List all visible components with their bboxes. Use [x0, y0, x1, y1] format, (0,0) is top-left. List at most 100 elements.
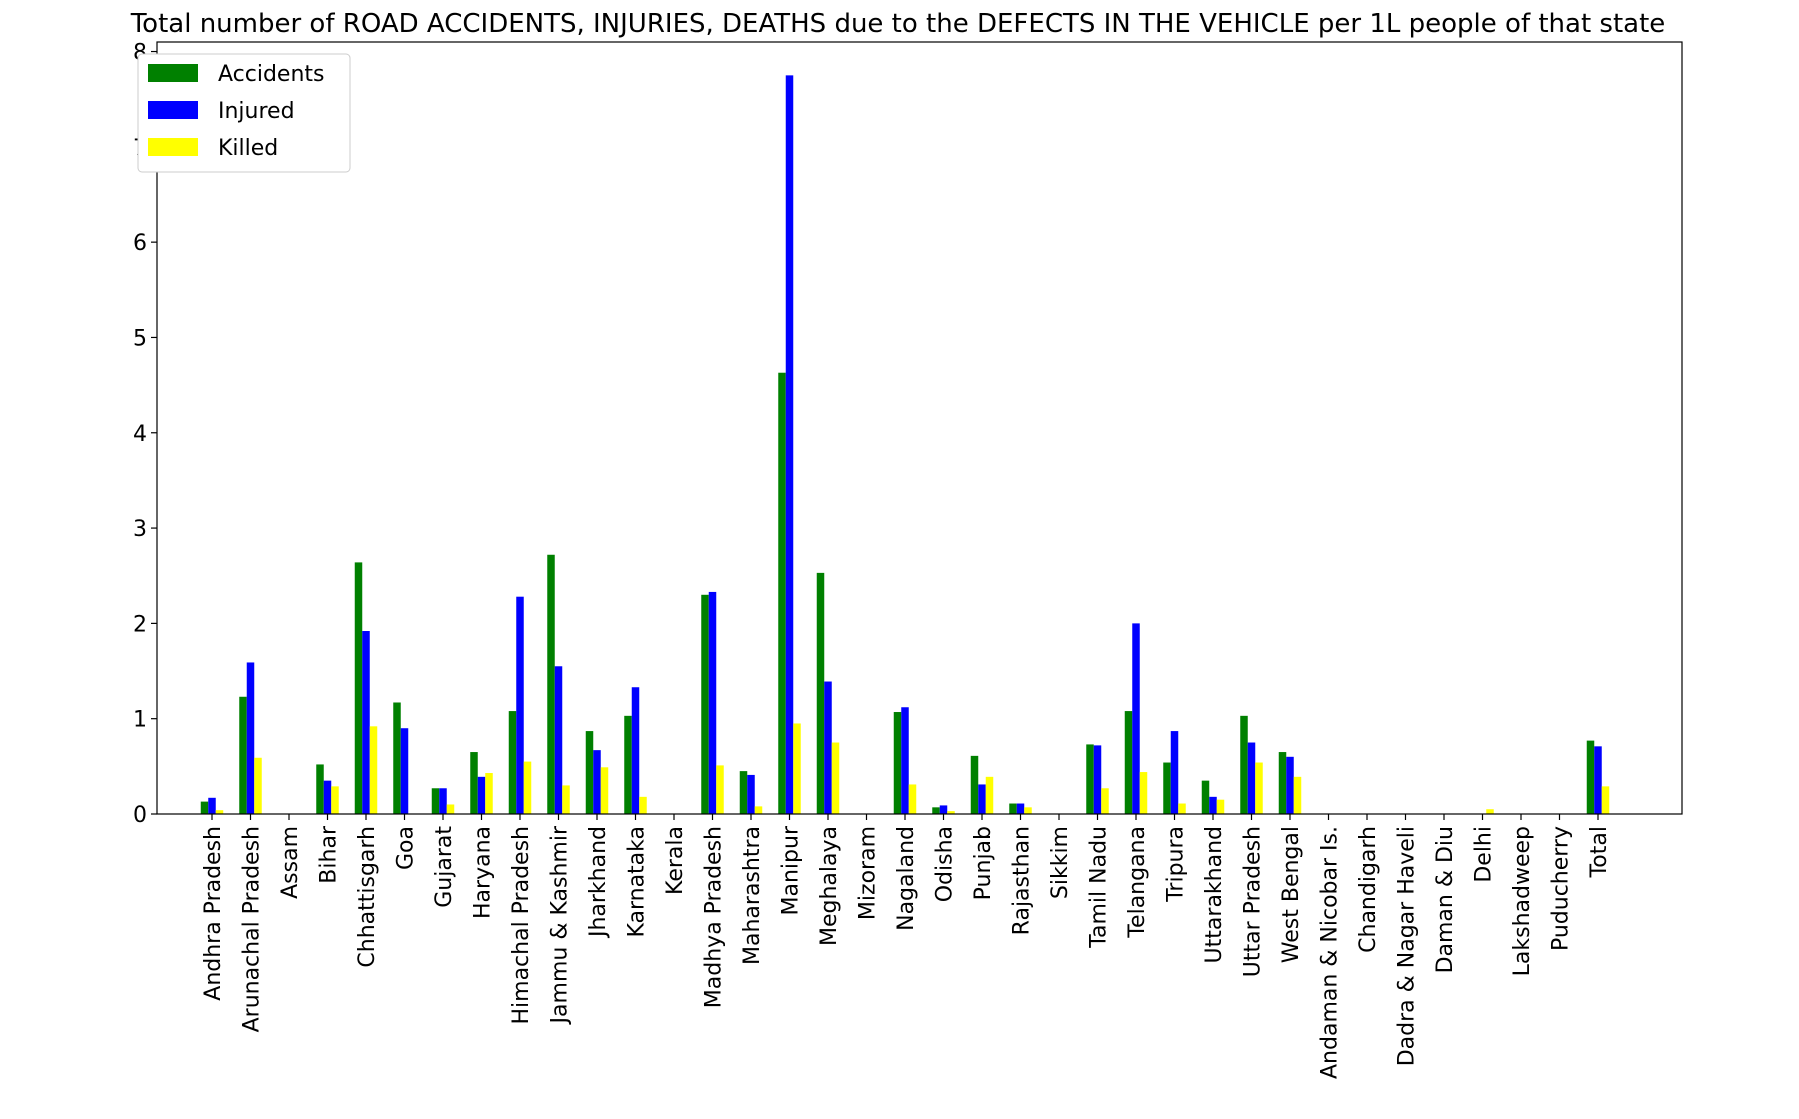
y-tick-label: 6 — [133, 231, 147, 256]
bar-accidents-15 — [778, 372, 786, 814]
bar-accidents-14 — [739, 771, 748, 814]
x-tick-label: Assam — [278, 826, 303, 899]
bar-accidents-21 — [1009, 803, 1017, 814]
x-tick-label: Daman & Diu — [1433, 826, 1458, 973]
x-tick-label: Nagaland — [894, 826, 919, 931]
x-tick-label: Odisha — [933, 826, 958, 902]
bar-killed-19 — [947, 811, 955, 814]
y-tick-label: 0 — [133, 803, 147, 828]
bar-accidents-11 — [624, 715, 632, 814]
x-tick-label: Total — [1587, 826, 1612, 878]
x-tick-label: Himachal Pradesh — [509, 826, 534, 1025]
bar-killed-33 — [1486, 809, 1494, 814]
bar-killed-36 — [1601, 786, 1610, 814]
bar-injured-5 — [400, 728, 409, 814]
bar-injured-6 — [439, 788, 447, 814]
x-tick-label: Manipur — [779, 825, 804, 915]
y-tick-label: 5 — [133, 326, 147, 351]
bar-accidents-7 — [470, 752, 478, 814]
x-axis: Andhra Pradesh Arunachal Pradesh Assam Biha… — [201, 814, 1612, 1079]
bar-injured-28 — [1286, 756, 1294, 814]
bar-injured-14 — [747, 774, 755, 814]
bar-accidents-3 — [316, 764, 324, 814]
bar-injured-19 — [939, 805, 948, 814]
bar-killed-6 — [446, 804, 455, 814]
x-tick-label: Goa — [394, 826, 419, 870]
bar-accidents-26 — [1201, 780, 1210, 814]
plot-frame — [156, 41, 1683, 815]
bar-accidents-10 — [585, 731, 594, 814]
bar-injured-7 — [477, 776, 486, 814]
bar-injured-21 — [1016, 803, 1025, 814]
bar-killed-7 — [485, 773, 493, 814]
bar-accidents-19 — [932, 807, 940, 814]
bar-killed-14 — [754, 806, 763, 814]
x-tick-label: Gujarat — [432, 826, 457, 908]
bar-killed-20 — [985, 776, 994, 814]
bar-accidents-6 — [431, 788, 440, 814]
x-tick-label: Andaman & Nicobar Is. — [1318, 826, 1343, 1079]
bar-injured-11 — [631, 687, 640, 814]
x-tick-label: Tripura — [1164, 826, 1189, 903]
bar-killed-11 — [639, 796, 647, 814]
bar-killed-13 — [716, 765, 724, 814]
chart-title: Total number of ROAD ACCIDENTS, INJURIES… — [130, 9, 1666, 39]
bar-accidents-25 — [1163, 762, 1171, 814]
x-tick-label: Puducherry — [1549, 826, 1574, 951]
x-tick-label: Meghalaya — [817, 826, 842, 946]
y-tick-label: 3 — [133, 517, 147, 542]
x-tick-label: West Bengal — [1279, 826, 1304, 963]
x-tick-label: Jammu & Kashmir — [548, 825, 573, 1025]
x-tick-label: Arunachal Pradesh — [240, 826, 265, 1032]
bar-injured-25 — [1170, 731, 1179, 814]
bar-killed-27 — [1255, 762, 1263, 814]
legend-label-injured: Injured — [218, 99, 295, 124]
bar-killed-24 — [1139, 772, 1148, 814]
bars-layer — [200, 75, 1610, 815]
legend-swatch-accidents — [148, 64, 198, 82]
x-tick-label: Dadra & Nagar Haveli — [1395, 826, 1420, 1066]
bar-accidents-18 — [893, 712, 902, 814]
x-tick-label: Lakshadweep — [1510, 826, 1535, 976]
bar-accidents-13 — [701, 594, 709, 814]
bar-injured-9 — [554, 666, 563, 814]
x-tick-label: Jharkhand — [586, 826, 611, 939]
bar-accidents-28 — [1278, 752, 1287, 814]
x-tick-label: Karnataka — [625, 826, 650, 938]
bar-killed-25 — [1178, 803, 1186, 814]
bar-killed-1 — [254, 757, 262, 814]
x-tick-label: Haryana — [471, 826, 496, 919]
bar-injured-8 — [516, 596, 524, 814]
bar-injured-13 — [708, 591, 717, 814]
legend: Accidents Injured Killed — [137, 53, 351, 173]
legend-label-killed: Killed — [218, 136, 278, 161]
bar-accidents-16 — [816, 572, 825, 814]
bar-injured-10 — [593, 750, 601, 814]
bar-killed-16 — [831, 742, 840, 814]
bar-injured-24 — [1132, 623, 1140, 814]
legend-swatch-injured — [148, 101, 198, 119]
x-tick-label: Mizoram — [856, 826, 881, 920]
bar-killed-26 — [1216, 799, 1225, 814]
bar-killed-15 — [793, 723, 801, 814]
bar-injured-20 — [978, 784, 986, 814]
bar-killed-18 — [908, 784, 917, 814]
bar-killed-28 — [1293, 776, 1302, 814]
bar-accidents-36 — [1586, 740, 1595, 814]
bar-injured-18 — [901, 707, 909, 814]
bar-accidents-1 — [239, 696, 247, 814]
bar-killed-0 — [215, 810, 224, 814]
x-tick-label: Chandigarh — [1356, 826, 1381, 953]
bar-injured-36 — [1594, 746, 1602, 814]
bar-accidents-27 — [1240, 715, 1248, 814]
x-tick-label: Telangana — [1125, 826, 1150, 939]
bar-killed-9 — [562, 785, 570, 814]
y-tick-label: 1 — [133, 708, 147, 733]
bar-accidents-23 — [1086, 744, 1094, 814]
bar-accidents-5 — [393, 702, 401, 814]
bar-killed-8 — [523, 761, 532, 814]
x-tick-label: Uttar Pradesh — [1241, 826, 1266, 977]
x-tick-label: Delhi — [1472, 826, 1497, 883]
y-tick-label: 2 — [133, 612, 147, 637]
